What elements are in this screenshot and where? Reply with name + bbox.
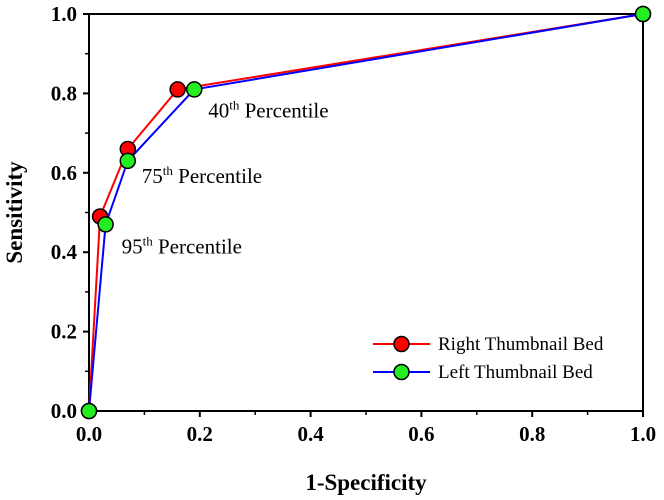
legend-label-1: Left Thumbnail Bed — [438, 362, 593, 383]
percentile-annotation: 75th Percentile — [142, 163, 262, 188]
legend-marker-1 — [393, 363, 410, 381]
x-tick-label: 0.4 — [297, 422, 324, 446]
x-tick-label: 0.8 — [519, 422, 545, 446]
x-axis-title: 1-Specificity — [305, 470, 427, 495]
y-tick-label: 0.8 — [51, 81, 77, 105]
x-tick-label: 1.0 — [630, 422, 656, 446]
data-point — [80, 402, 98, 420]
x-tick-label: 0.6 — [408, 422, 434, 446]
data-point — [634, 5, 652, 23]
legend-label-0: Right Thumbnail Bed — [438, 334, 604, 355]
legend-marker-0 — [393, 335, 410, 353]
data-point — [186, 81, 203, 98]
y-tick-label: 1.0 — [51, 2, 77, 26]
y-tick-label: 0.6 — [51, 161, 77, 185]
y-tick-label: 0.4 — [51, 240, 78, 264]
y-tick-label: 0.2 — [51, 320, 77, 344]
x-tick-label: 0.0 — [76, 422, 102, 446]
y-tick-label: 0.0 — [51, 399, 77, 423]
data-point — [97, 216, 114, 233]
percentile-annotation: 95th Percentile — [122, 233, 242, 258]
y-axis-title: Sensitivity — [2, 161, 27, 264]
data-point — [169, 81, 186, 98]
percentile-annotation: 40th Percentile — [208, 97, 328, 122]
data-point — [119, 152, 137, 170]
x-tick-label: 0.2 — [187, 422, 213, 446]
